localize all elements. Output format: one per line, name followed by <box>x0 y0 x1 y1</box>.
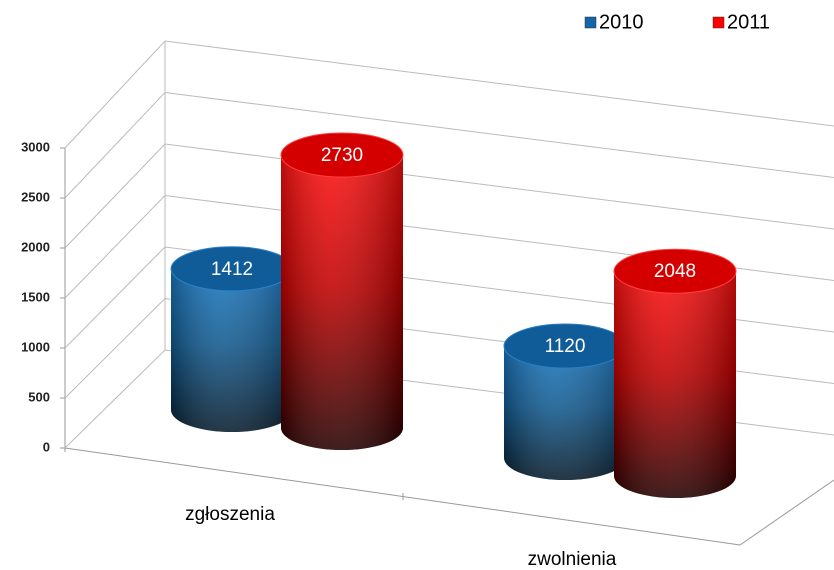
legend-label: 2010 <box>599 11 644 33</box>
y-tick-label: 2000 <box>21 239 50 254</box>
legend-swatch <box>712 16 725 29</box>
y-tick-label: 500 <box>28 389 50 404</box>
bar-shade <box>171 268 293 432</box>
y-tick-label: 0 <box>43 439 50 454</box>
data-label: 1120 <box>545 336 586 357</box>
y-tick-label: 1000 <box>21 339 50 354</box>
x-tick-label: zgłoszenia <box>185 504 275 525</box>
bar-shade <box>504 346 626 480</box>
legend-label: 2011 <box>727 11 770 33</box>
bar-top <box>613 248 737 294</box>
bar-shade <box>614 271 736 498</box>
grid-line <box>64 91 834 199</box>
bar-shade <box>281 155 403 450</box>
bar-top <box>280 132 404 178</box>
y-tick-label: 2500 <box>21 189 50 204</box>
x-tick-label: zwolnienia <box>528 549 617 570</box>
grid-line <box>64 143 834 249</box>
y-tick-label: 1500 <box>21 289 50 304</box>
data-label: 2048 <box>654 261 696 282</box>
legend-swatch <box>584 16 597 29</box>
floor-edge <box>739 479 834 546</box>
y-tick-label: 3000 <box>21 139 50 154</box>
data-label: 1412 <box>211 259 253 280</box>
data-label: 2730 <box>321 145 363 166</box>
